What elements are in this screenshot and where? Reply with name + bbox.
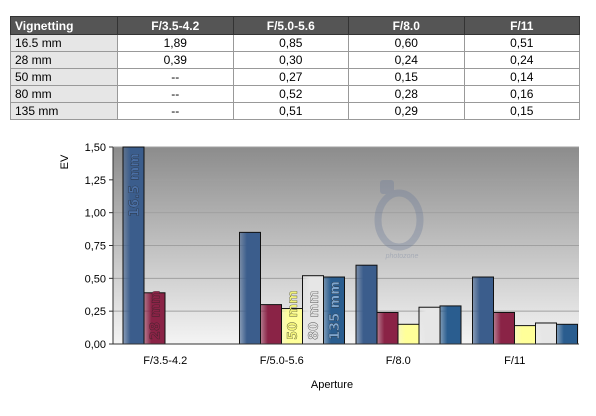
table-cell: 0,16 bbox=[463, 85, 580, 103]
table-cell: 0,27 bbox=[232, 68, 349, 86]
y-tick-label: 0,25 bbox=[85, 306, 106, 318]
bar-50-mm bbox=[397, 323, 420, 345]
y-tick-label: 1,00 bbox=[85, 208, 106, 220]
row-label: 135 mm bbox=[10, 102, 118, 120]
bar-28-mm bbox=[376, 311, 399, 345]
table-row: 80 mm -- 0,52 0,28 0,16 bbox=[10, 85, 580, 103]
bar-135-mm bbox=[439, 305, 462, 345]
table-row: 135 mm -- 0,51 0,29 0,15 bbox=[10, 102, 580, 120]
bar-label: 80 mm bbox=[307, 290, 322, 340]
table-cell: 0,52 bbox=[232, 85, 349, 103]
bar-80-mm bbox=[418, 306, 441, 345]
bar-label: 50 mm bbox=[286, 290, 301, 340]
table-cell: 0,15 bbox=[348, 68, 465, 86]
table-row: 50 mm -- 0,27 0,15 0,14 bbox=[10, 68, 580, 86]
bar-labels: 16.5 mm 28 mm 50 mm 80 mm 135 mm bbox=[127, 153, 343, 340]
y-tick-label: 1,25 bbox=[85, 175, 106, 187]
table-cell: 0,30 bbox=[232, 51, 349, 69]
x-tick-label: F/11 bbox=[504, 355, 525, 367]
table-cell: -- bbox=[117, 68, 234, 86]
bar-16-5-mm bbox=[355, 264, 378, 345]
bar-label: 135 mm bbox=[328, 281, 343, 340]
column-header: F/11 bbox=[463, 16, 580, 35]
table-header-row: Vignetting F/3.5-4.2 F/5.0-5.6 F/8.0 F/1… bbox=[10, 16, 580, 35]
row-label: 16.5 mm bbox=[10, 34, 118, 52]
bar-label: 16.5 mm bbox=[128, 153, 143, 217]
table-cell: 0,85 bbox=[232, 34, 349, 52]
y-tick-label: 0,00 bbox=[85, 339, 106, 351]
table-cell: 0,14 bbox=[463, 68, 580, 86]
bars bbox=[122, 146, 578, 345]
gridlines bbox=[113, 146, 579, 312]
x-axis-ticks: F/3.5-4.2 F/5.0-5.6 F/8.0 F/11 bbox=[143, 355, 525, 367]
photozone-watermark: photozone bbox=[374, 180, 424, 260]
y-tick-label: 0,75 bbox=[85, 241, 106, 253]
table-cell: 0,28 bbox=[348, 85, 465, 103]
table-cell: 0,24 bbox=[463, 51, 580, 69]
table-cell: 0,24 bbox=[348, 51, 465, 69]
bar-16-5-mm bbox=[472, 276, 494, 345]
column-header: F/8.0 bbox=[348, 16, 465, 35]
column-header: F/3.5-4.2 bbox=[117, 16, 234, 35]
table-cell: 0,60 bbox=[348, 34, 465, 52]
bar-50-mm bbox=[514, 325, 536, 345]
bar-135-mm bbox=[556, 323, 578, 345]
table-cell: 0,15 bbox=[463, 102, 580, 120]
watermark-text: photozone bbox=[385, 253, 419, 260]
bar-28-mm bbox=[260, 304, 282, 345]
x-axis-label: Aperture bbox=[311, 379, 353, 391]
table-cell: 0,29 bbox=[348, 102, 465, 120]
column-header: Vignetting bbox=[10, 16, 118, 35]
vignetting-table: Vignetting F/3.5-4.2 F/5.0-5.6 F/8.0 F/1… bbox=[10, 16, 580, 120]
bar-28-mm bbox=[493, 311, 515, 345]
bar-16-5-mm bbox=[239, 231, 261, 345]
x-tick-label: F/8.0 bbox=[386, 355, 411, 367]
y-axis-label: EV bbox=[59, 154, 71, 169]
table-cell: 1,89 bbox=[117, 34, 234, 52]
y-axis-ticks: 0,00 0,25 0,50 0,75 1,00 1,25 1,50 bbox=[85, 142, 113, 351]
vignetting-bar-chart: photozone 16.5 mm 28 mm 50 mm 80 mm 135 mm 0… bbox=[59, 142, 579, 391]
row-label: 28 mm bbox=[10, 51, 118, 69]
table-row: 28 mm 0,39 0,30 0,24 0,24 bbox=[10, 51, 580, 69]
row-label: 50 mm bbox=[10, 68, 118, 86]
table-cell: -- bbox=[117, 85, 234, 103]
table-row: 16.5 mm 1,89 0,85 0,60 0,51 bbox=[10, 34, 580, 52]
x-tick-label: F/3.5-4.2 bbox=[143, 355, 187, 367]
y-tick-label: 1,50 bbox=[85, 142, 106, 154]
bar-80-mm bbox=[535, 322, 557, 345]
x-tick-label: F/5.0-5.6 bbox=[260, 355, 304, 367]
y-tick-label: 0,50 bbox=[85, 273, 106, 285]
table-cell: 0,51 bbox=[463, 34, 580, 52]
table-cell: 0,51 bbox=[232, 102, 349, 120]
bar-label: 28 mm bbox=[149, 290, 164, 340]
table-cell: 0,39 bbox=[117, 51, 234, 69]
table-cell: -- bbox=[117, 102, 234, 120]
column-header: F/5.0-5.6 bbox=[232, 16, 349, 35]
row-label: 80 mm bbox=[10, 85, 118, 103]
